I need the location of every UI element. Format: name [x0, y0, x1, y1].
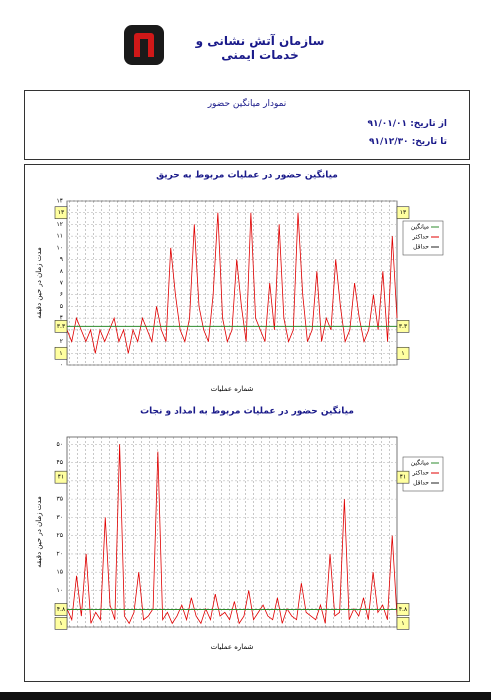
charts: میانگین حضور در عملیات مربوط به حریق۰۱۲۳… [35, 169, 444, 651]
y-tick-label: ۹ [60, 256, 63, 263]
flag-label: ۴۱ [400, 474, 406, 481]
flag-label: ۴۱ [58, 474, 64, 481]
y-tick-label: ۷ [60, 280, 64, 287]
to-date: ۹۱/۱۲/۳۰ [369, 137, 409, 147]
data-line [66, 212, 398, 354]
legend-label: حداکثر [411, 234, 429, 241]
legend-label: حداقل [413, 480, 429, 487]
flag-box [54, 206, 68, 220]
flag-label: ۴.۸ [399, 606, 408, 613]
y-tick-label: ۵۰ [57, 441, 63, 448]
y-tick-label: ۵ [60, 303, 63, 310]
y-tick-label: ۲۰ [57, 550, 63, 557]
legend-label: حداقل [413, 244, 429, 251]
from-label: از تاریخ: [410, 119, 447, 129]
chart-title: میانگین حضور در عملیات مربوط به حریق [156, 169, 338, 181]
flag-box [396, 617, 410, 630]
legend-label: میانگین [411, 459, 429, 467]
flag-label: ۱ [59, 620, 62, 627]
y-tick-label: ۳۵ [57, 496, 63, 503]
flag-label: ۱۳ [58, 209, 65, 216]
y-tick-label: ۰ [60, 362, 63, 369]
y-tick-label: ۲۵ [57, 532, 63, 539]
flag-box [54, 470, 68, 484]
plot-bg [66, 436, 398, 628]
flag-box [54, 320, 68, 333]
report-box: نمودار میانگین حضور از تاریخ: ۹۱/۰۱/۰۱ ت… [24, 90, 470, 160]
logo-cut [140, 39, 148, 57]
flag-label: ۱ [59, 350, 62, 357]
flag-label: ۳.۳ [57, 323, 66, 330]
y-tick-label: ۱۴ [57, 198, 63, 205]
y-tick-label: ۸ [60, 268, 64, 275]
flag-label: ۴.۸ [57, 606, 66, 613]
flag-box [396, 206, 410, 220]
logo [124, 25, 164, 65]
org-title: سازمان آتش نشانی و خدمات ایمنی [195, 34, 325, 62]
x-axis-label: شماره عملیات [211, 385, 254, 393]
chart-title: میانگین حضور در عملیات مربوط به امداد و … [140, 405, 354, 417]
y-axis-label: مدت زمان در حین دقیقه [35, 247, 43, 319]
y-tick-label: ۴ [60, 315, 63, 322]
y-tick-label: ۶ [60, 291, 63, 298]
flag-box [54, 346, 68, 360]
y-tick-label: ۱۰ [57, 587, 63, 594]
flag-box [54, 617, 68, 630]
x-axis-label: شماره عملیات [211, 643, 254, 651]
y-tick-label: ۳۰ [57, 514, 63, 521]
to-row: تا تاریخ: ۹۱/۱۲/۳۰ [369, 137, 447, 147]
legend-label: حداکثر [411, 470, 429, 477]
y-tick-label: ۱۱ [57, 233, 63, 240]
flag-label: ۱ [401, 620, 404, 627]
y-tick-label: ۱۵ [57, 569, 63, 576]
report-title: نمودار میانگین حضور [207, 99, 287, 109]
flag-box [396, 346, 410, 360]
y-tick-label: ۱۰ [57, 244, 63, 251]
y-tick-label: ۲ [60, 338, 63, 345]
flag-box [396, 470, 410, 484]
logo-mark [134, 33, 154, 57]
flag-box [396, 603, 410, 616]
to-label: تا تاریخ: [411, 137, 447, 147]
data-line [66, 444, 398, 625]
legend-label: میانگین [411, 223, 429, 231]
bottom-bar [0, 692, 491, 700]
flag-box [396, 320, 410, 333]
from-row: از تاریخ: ۹۱/۰۱/۰۱ [368, 119, 448, 129]
y-tick-label: ۱۲ [57, 221, 63, 228]
flag-label: ۳.۳ [399, 323, 408, 330]
y-axis-label: مدت زمان در حین دقیقه [35, 496, 43, 568]
charts-box: میانگین حضور در عملیات مربوط به حریق۰۱۲۳… [24, 164, 470, 682]
flag-label: ۱ [401, 350, 404, 357]
y-tick-label: ۴۵ [57, 459, 63, 466]
from-date: ۹۱/۰۱/۰۱ [367, 119, 408, 129]
flag-box [54, 603, 68, 616]
flag-label: ۱۳ [400, 209, 407, 216]
